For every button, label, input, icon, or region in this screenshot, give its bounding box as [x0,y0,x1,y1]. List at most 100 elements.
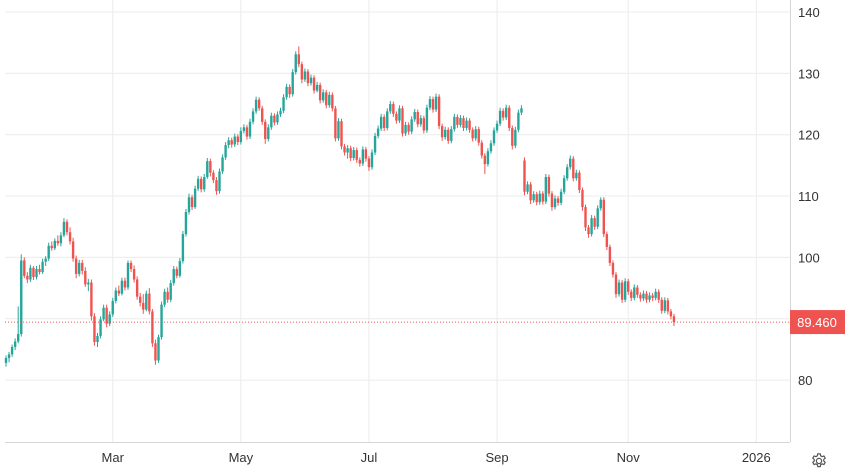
candle-down [23,257,26,279]
candle-down [593,215,596,230]
candle-down [660,297,663,314]
x-tick-label: Mar [102,450,125,465]
candle-body [169,283,172,300]
candle-down [50,241,53,251]
candle-down [132,265,136,283]
candle-down [367,156,371,171]
candle-up [233,133,236,147]
candle-up [648,292,651,303]
last-price-label: 89.460 [790,310,845,335]
candle-down [636,285,639,298]
candle-down [468,118,471,133]
candle-body [328,94,331,106]
candle-up [160,301,163,340]
candle-down [142,294,145,314]
candle-body [90,282,93,317]
candle-down [355,147,358,163]
candle-body [389,104,392,112]
candle-up [505,104,508,120]
candle-up [498,107,502,127]
candle-body [13,341,17,347]
candle-down [431,96,435,113]
candle-body [184,212,188,235]
candle-down [572,156,575,182]
candle-body [602,199,605,235]
candle-up [379,113,383,132]
candle-down [614,272,618,298]
candle-down [151,308,154,347]
candle-up [633,284,636,301]
candle-body [285,86,288,98]
candle-down [200,176,203,193]
candle-down [84,267,87,287]
candle-body [657,291,660,300]
candle-up [492,127,496,146]
candle-up [224,142,227,160]
candle-body [178,261,182,276]
candle-up [410,116,413,135]
candle-body [428,99,432,108]
candle-up [172,265,175,286]
candle-body [593,218,596,227]
candle-body [379,116,383,129]
candle-up [514,126,517,149]
axes [5,0,791,443]
candle-body [599,199,602,209]
candle-body [355,150,358,160]
candle-body [273,115,276,123]
candle-body [642,293,645,299]
candle-up [413,108,416,122]
candle-up [276,111,279,125]
candle-up [20,254,23,337]
candle-body [23,260,26,276]
candle-up [203,173,206,192]
candle-body [508,107,511,128]
candle-body [404,124,407,134]
candle-up [10,344,14,357]
candle-body [489,143,493,152]
candle-up [532,191,535,203]
candle-down [74,255,78,279]
candle-body [251,111,255,122]
settings-button[interactable] [808,450,830,472]
candle-down [236,134,239,146]
candle-down [32,265,35,281]
candle-up [386,108,389,131]
candle-body [41,261,44,273]
candle-down [529,181,532,205]
candle-up [373,132,377,155]
candle-up [450,126,453,144]
candle-down [672,313,676,327]
candle-down [645,291,648,303]
x-tick-label: 2026 [742,450,771,465]
y-axis-ticks: 80 100 110 120 130 140 [798,5,820,388]
candle-up [251,108,255,125]
candle-down [550,191,554,211]
candle-body [187,197,191,213]
candle-up [599,197,602,211]
candle-body [501,110,505,118]
candle-body [114,290,117,301]
candle-down [349,145,352,162]
candle-body [65,221,69,233]
candle-down [245,124,249,140]
candle-up [294,51,297,75]
candle-up [279,107,282,117]
candle-body [282,97,285,111]
candle-down [26,272,29,284]
candle-down [611,260,615,278]
candle-down [578,170,581,193]
candle-up [114,287,117,304]
candle-down [105,304,108,328]
candle-up [181,231,185,264]
candles [4,46,676,367]
candle-body [639,294,642,299]
candle-body [47,245,50,259]
candle-body [157,337,160,361]
candle-down [547,174,551,197]
candle-up [4,355,8,367]
x-tick-label: Jul [361,450,378,465]
candle-down [422,115,426,134]
